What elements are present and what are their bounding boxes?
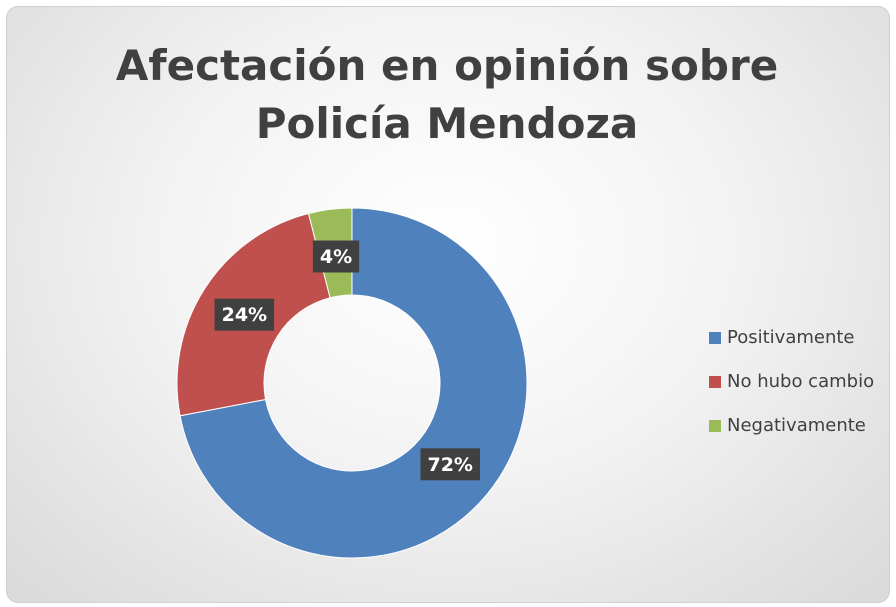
data-label: 24% <box>222 304 267 326</box>
data-label-box <box>420 448 480 481</box>
data-label: 72% <box>427 454 472 476</box>
data-label-box <box>214 298 275 331</box>
legend-label: Negativamente <box>727 415 866 436</box>
data-label: 4% <box>320 246 352 268</box>
chart-card: Afectación en opinión sobre Policía Mend… <box>6 6 890 603</box>
chart-title: Afectación en opinión sobre Policía Mend… <box>115 41 779 148</box>
legend-swatch <box>709 376 721 388</box>
chart: 72% 24% 4% Positivamente No hubo cambio Negat… <box>176 207 874 559</box>
legend-label: Positivamente <box>727 327 855 348</box>
data-label-box <box>312 240 360 273</box>
legend-swatch <box>709 332 721 344</box>
legend-label: No hubo cambio <box>727 371 874 392</box>
legend-swatch <box>709 420 721 432</box>
